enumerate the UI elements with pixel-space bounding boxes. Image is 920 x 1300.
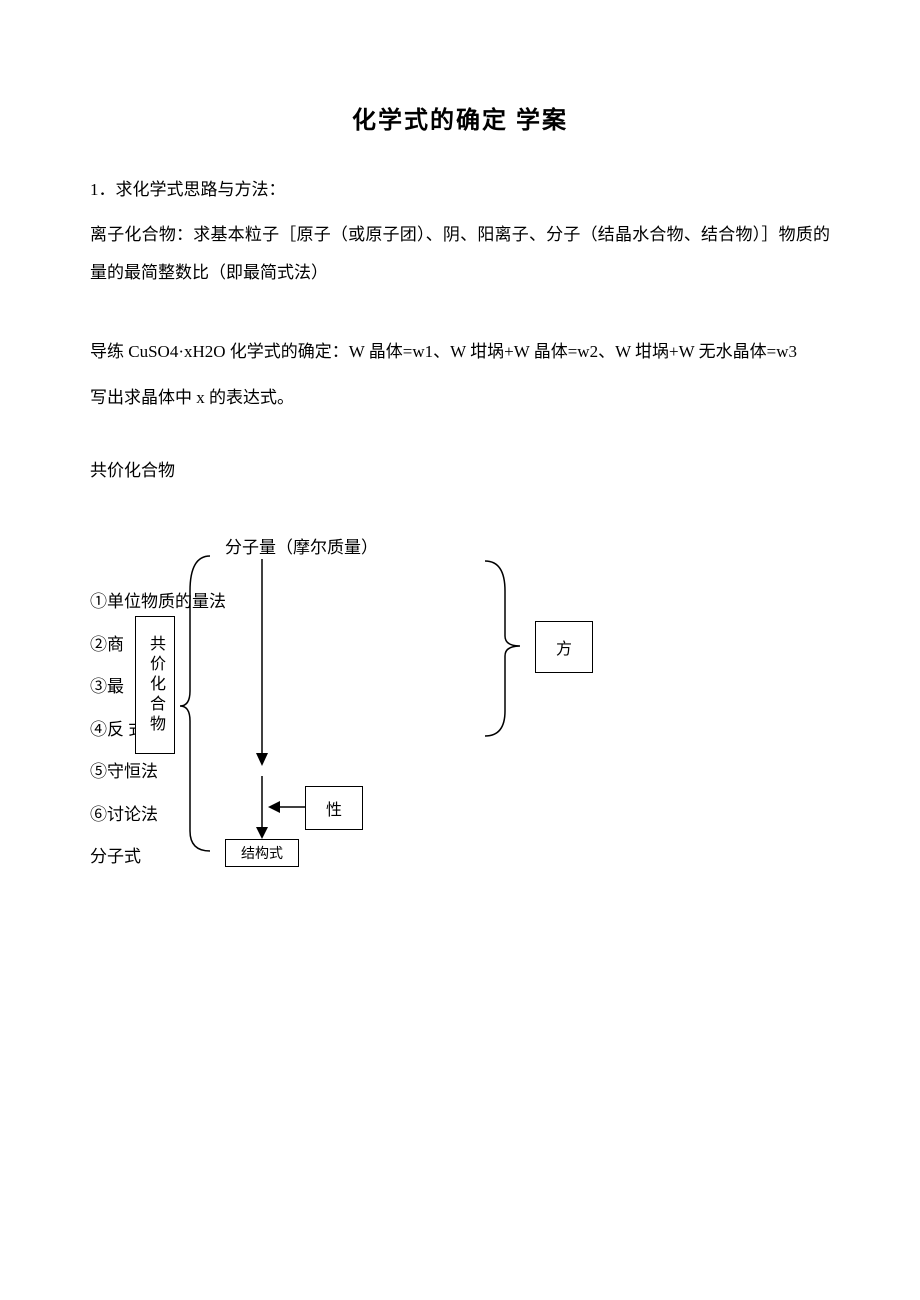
page: 化学式的确定 学案 1．求化学式思路与方法： 离子化合物：求基本粒子［原子（或原…: [0, 0, 920, 1011]
spacer: [90, 497, 830, 531]
box-covalent: 共价化合物: [135, 616, 175, 754]
box-fang-label: 方: [556, 635, 572, 659]
box-covalent-label: 共价化合物: [143, 635, 167, 735]
diagram-top-label: 分子量（摩尔质量）: [225, 533, 378, 558]
list-item: 分子式: [90, 836, 226, 879]
paragraph-1: 离子化合物：求基本粒子［原子（或原子团）、阴、阳离子、分子（结晶水合物、结合物）…: [90, 216, 830, 291]
section-heading: 1．求化学式思路与方法：: [90, 171, 830, 208]
paragraph-3: 写出求晶体中 x 的表达式。: [90, 379, 830, 416]
page-title: 化学式的确定 学案: [90, 100, 830, 135]
spacer: [90, 424, 830, 452]
paragraph-4: 共价化合物: [90, 452, 830, 489]
diagram: 分子量（摩尔质量） ①单位物质的量法 ②商 ③最 ④反 式法 ⑤守恒法 ⑥讨论法…: [90, 531, 830, 951]
box-structure: 结构式: [225, 839, 299, 867]
list-item: ⑥讨论法: [90, 794, 226, 837]
box-structure-label: 结构式: [241, 843, 283, 863]
box-property-label: 性: [326, 796, 342, 820]
box-property: 性: [305, 786, 363, 830]
box-fang: 方: [535, 621, 593, 673]
list-item: ⑤守恒法: [90, 751, 226, 794]
paragraph-2: 导练 CuSO4·xH2O 化学式的确定：W 晶体=w1、W 坩埚+W 晶体=w…: [90, 333, 830, 370]
spacer: [90, 299, 830, 333]
